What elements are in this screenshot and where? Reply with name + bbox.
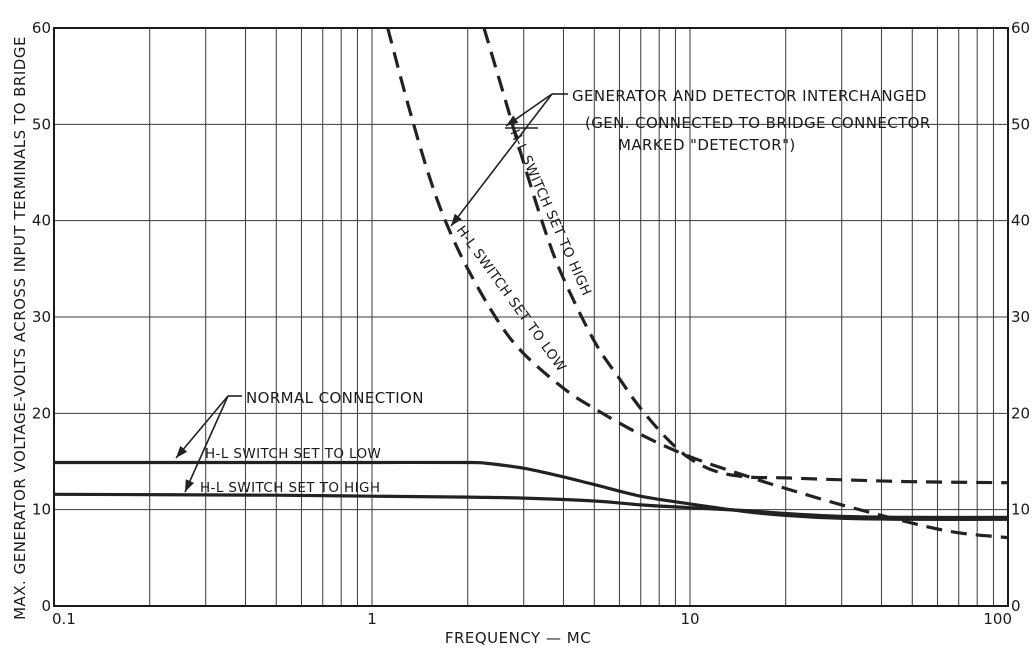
- y-tick-label-right: 0: [1011, 597, 1021, 615]
- x-axis-title: FREQUENCY — MC: [445, 629, 591, 647]
- y-tick-label-left: 40: [32, 212, 51, 230]
- label-dashed-high: H-L SWITCH SET TO HIGH: [506, 127, 594, 298]
- x-tick-label: 100: [983, 610, 1012, 628]
- leader-lines: [175, 93, 568, 493]
- y-tick-label-left: 0: [41, 597, 51, 615]
- y-tick-label-right: 40: [1011, 212, 1030, 230]
- x-tick-label: 1: [367, 610, 377, 628]
- x-tick-label: 0.1: [52, 610, 76, 628]
- grid-lines: [54, 28, 1008, 606]
- y-tick-label-right: 10: [1011, 501, 1030, 519]
- y-tick-label-right: 30: [1011, 308, 1030, 326]
- leader-to-normal-high-head: [185, 479, 194, 492]
- y-tick-label-right: 60: [1011, 19, 1030, 37]
- annotation-interchanged-note-line2: MARKED "DETECTOR"): [618, 136, 796, 154]
- y-axis-title: MAX. GENERATOR VOLTAGE-VOLTS ACROSS INPU…: [11, 36, 29, 620]
- y-tick-label-left: 10: [32, 501, 51, 519]
- x-tick-label: 10: [680, 610, 699, 628]
- label-normal-high: H-L SWITCH SET TO HIGH: [200, 480, 380, 496]
- y-tick-label-right: 20: [1011, 404, 1030, 422]
- y-tick-label-left: 50: [32, 115, 51, 133]
- annotations: GENERATOR AND DETECTOR INTERCHANGED (GEN…: [200, 87, 931, 496]
- data-curves: [53, 27, 1009, 540]
- leader-to-normal-high-line: [184, 395, 229, 493]
- series-line-h-l-switch-set-to-high-solid: [53, 492, 1009, 520]
- series-line-h-l-switch-set-to-low-dashed: [386, 27, 1009, 540]
- series-line-h-l-switch-set-to-low-solid: [53, 460, 1009, 521]
- y-tick-label-left: 30: [32, 308, 51, 326]
- annotation-interchanged-title: GENERATOR AND DETECTOR INTERCHANGED: [572, 87, 927, 105]
- y-tick-label-right: 50: [1011, 115, 1030, 133]
- label-normal-low: H-L SWITCH SET TO LOW: [205, 446, 381, 462]
- tick-labels: 0 0 10 10 20 20 30 30 40 40 50 50 60 60 0.1 1 10 100: [32, 19, 1030, 628]
- series-line-h-l-switch-set-to-high-dashed: [482, 27, 1009, 485]
- leader-to-normal-low-line: [175, 395, 229, 459]
- leader-to-dashed-high-head: [506, 115, 519, 126]
- annotation-normal-connection-title: NORMAL CONNECTION: [246, 389, 424, 407]
- leader-to-dashed-low-head: [451, 213, 462, 226]
- annotation-interchanged-note-line1: (GEN. CONNECTED TO BRIDGE CONNECTOR: [585, 114, 931, 132]
- leader-to-normal-low-head: [176, 445, 188, 458]
- y-tick-label-left: 20: [32, 404, 51, 422]
- plot-frame: [53, 27, 1009, 607]
- leader-to-dashed-low-line: [450, 93, 553, 227]
- y-tick-label-left: 60: [32, 19, 51, 37]
